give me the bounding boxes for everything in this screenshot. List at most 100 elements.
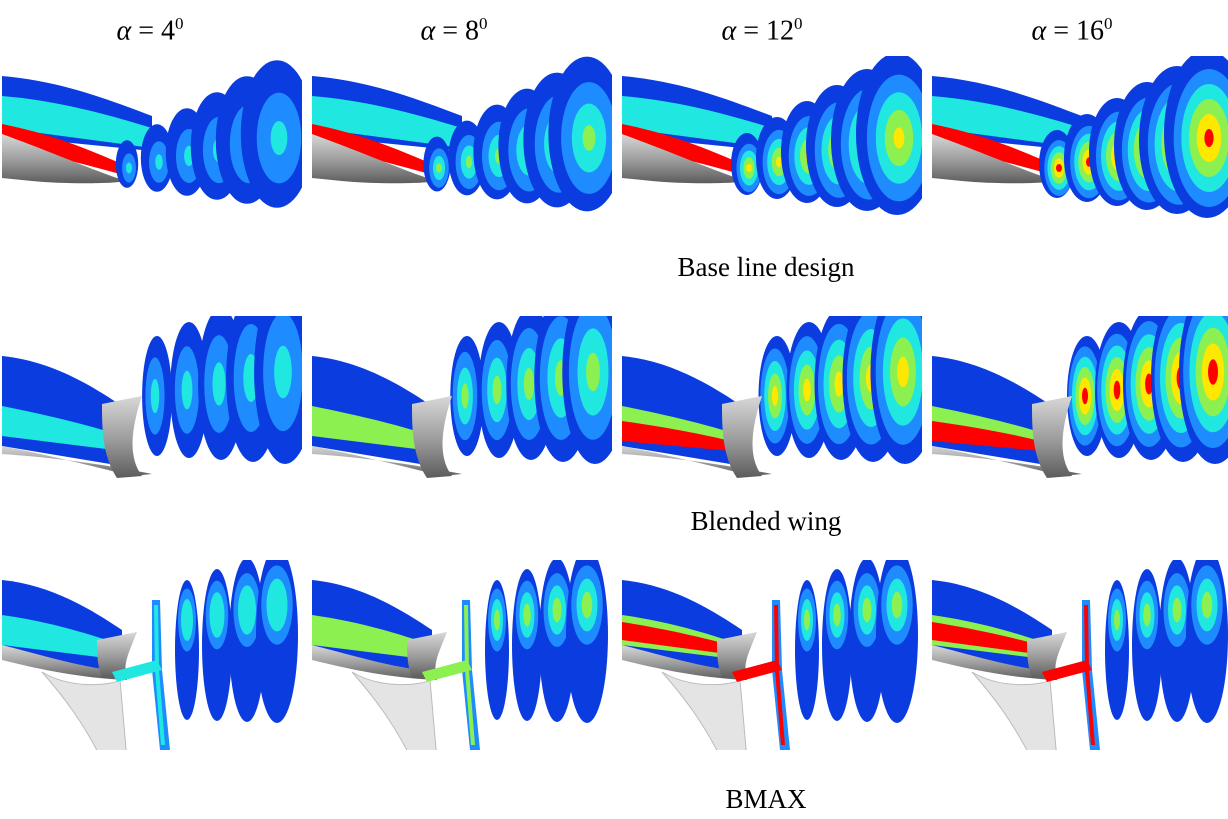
contour-panel-bmax-2 [622,560,922,750]
column-label-alpha-8: α = 80 [304,14,604,47]
alpha-value: 4 [161,15,175,47]
wing-surface [312,134,437,184]
vortex-slice-band [465,155,473,169]
vortex-slice-band [181,370,193,410]
vortex-slice-band [1208,359,1218,385]
vortex-slice-band [804,609,810,631]
vortex-slice-band [436,163,442,173]
vortex-slice-band [155,154,163,170]
wing-surface [2,645,127,680]
winglet-surface [1032,396,1072,478]
winglet-surface [412,396,452,478]
row-caption-baseline: Base line design [677,252,855,282]
alpha-symbol: α [1031,15,1047,47]
winglet-surface [717,632,757,678]
vortex-slice-band [1114,609,1120,631]
vortex-slice-band [181,599,193,641]
contour-panel-baseline-2 [622,56,922,246]
vortex-slice-band [212,362,226,406]
wake-band [932,96,1082,148]
vortex-slice-band [581,591,593,619]
vortex-slice-band [492,375,502,405]
winglet-surface [97,632,137,678]
vortex-slice-band [771,386,779,406]
wake-band [312,406,432,451]
wake-band [622,96,772,148]
vortex-slice-band [274,345,292,399]
vortex-branch [112,660,162,682]
vortex-stem-core [1084,605,1095,745]
winglet-surface [1027,632,1067,678]
vortex-slice-band [582,125,596,151]
vortex-slice-band [494,609,500,631]
lower-fairing-surface [351,671,437,750]
wake-core [312,124,442,176]
equals-sign: = [1053,15,1069,47]
vortex-branch [1042,660,1092,682]
column-label-alpha-4: α = 40 [0,14,300,47]
vortex-slice-band [461,383,469,409]
vortex-stem-core [154,605,165,745]
vortex-slice-band [1204,129,1214,147]
alpha-symbol: α [420,15,436,47]
wake-band [312,96,462,148]
equals-sign: = [743,15,759,47]
vortex-slice-band [893,127,905,149]
wake-core [932,124,1062,176]
vortex-slice-band [776,156,782,168]
wake-core [622,421,742,452]
contour-panel-blended-wing-3 [932,316,1228,506]
contour-panel-blended-wing-2 [622,316,922,506]
vortex-slice-band [238,585,256,635]
vortex-slice-band [1113,380,1121,400]
wing-surface [622,645,747,680]
wake-core [2,124,132,176]
wake-core [932,421,1052,452]
column-label-alpha-16: α = 160 [922,14,1222,47]
vortex-slice-band [523,603,531,627]
vortex-slice-band [833,603,841,627]
contour-panel-bmax-1 [312,560,612,750]
vortex-slice-band [1056,164,1062,172]
contour-panel-baseline-0 [2,56,302,246]
alpha-value: 12 [766,15,794,47]
vortex-slice-band [862,597,872,623]
wake-band [2,96,152,148]
wing-surface [932,645,1057,680]
alpha-value: 8 [465,15,479,47]
wake-band [312,615,432,660]
vortex-slice-band [1201,591,1213,619]
contour-panel-blended-wing-0 [2,316,302,506]
wing-surface [312,645,437,680]
column-label-alpha-12: α = 120 [612,14,912,47]
vortex-slice-band [803,378,811,402]
vortex-stem-core [464,605,475,745]
contour-panel-baseline-1 [312,56,612,246]
equals-sign: = [138,15,154,47]
wake-core [622,124,752,176]
vortex-slice-band [266,578,288,632]
wing-surface [2,134,127,184]
vortex-slice-band [891,591,903,619]
contour-panel-blended-wing-1 [312,316,612,506]
lower-fairing-surface [661,671,747,750]
vortex-slice-band [552,597,562,623]
vortex-stem-core [774,605,785,745]
vortex-slice-band [126,162,132,174]
vortex-branch [732,660,782,682]
vortex-slice-band [150,378,160,414]
alpha-symbol: α [721,15,737,47]
wing-surface [622,134,747,184]
alpha-superscript: 0 [1104,14,1113,33]
lower-fairing-surface [41,671,127,750]
vortex-branch [422,660,472,682]
alpha-superscript: 0 [479,14,488,33]
winglet-surface [407,632,447,678]
vortex-slice-band [523,368,535,400]
alpha-value: 16 [1076,15,1104,47]
wing-surface [932,134,1057,184]
wake-band [2,406,122,451]
contour-panel-bmax-3 [932,560,1228,750]
lower-fairing-surface [971,671,1057,750]
contour-panel-baseline-3 [932,56,1228,246]
